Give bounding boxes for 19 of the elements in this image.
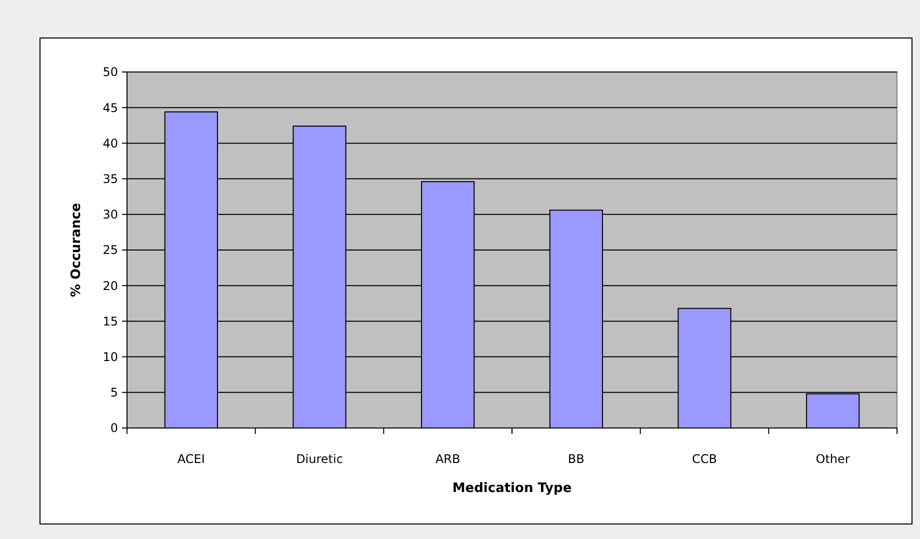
y-tick-label: 30 bbox=[102, 208, 118, 222]
y-axis-title: % Occurance bbox=[69, 202, 84, 298]
x-tick-label: ARB bbox=[435, 452, 460, 466]
x-axis-title: Medication Type bbox=[452, 481, 572, 496]
y-tick-label: 45 bbox=[102, 100, 118, 115]
x-tick-label: ACEI bbox=[177, 452, 205, 466]
y-tick-label: 40 bbox=[102, 136, 118, 150]
y-tick-label: 5 bbox=[110, 386, 118, 400]
y-tick-label: 35 bbox=[102, 172, 118, 186]
x-tick-label: Diuretic bbox=[296, 452, 343, 466]
x-tick-label: CCB bbox=[692, 452, 717, 466]
y-tick-label: 10 bbox=[102, 350, 118, 364]
y-tick-label: 25 bbox=[102, 243, 118, 258]
y-tick-label: 0 bbox=[110, 421, 118, 436]
y-tick-label: 20 bbox=[102, 278, 118, 293]
y-tick-label: 50 bbox=[102, 65, 118, 80]
y-tick-label: 15 bbox=[102, 314, 118, 328]
x-tick-label: BB bbox=[568, 452, 584, 466]
x-tick-label: Other bbox=[816, 452, 850, 466]
